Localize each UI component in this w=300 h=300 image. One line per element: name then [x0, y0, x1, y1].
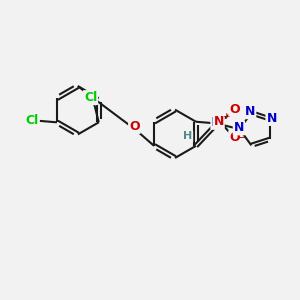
Text: Cl: Cl: [84, 91, 97, 104]
Text: O: O: [229, 131, 240, 144]
Text: O: O: [129, 120, 140, 133]
Text: N: N: [212, 116, 222, 129]
Text: O: O: [229, 103, 240, 116]
Text: Cl: Cl: [26, 114, 39, 127]
Text: +: +: [222, 112, 230, 121]
Text: N: N: [245, 105, 255, 118]
Text: N: N: [234, 122, 244, 134]
Text: −: −: [237, 133, 246, 142]
Text: N: N: [266, 112, 277, 125]
Text: H: H: [183, 131, 192, 142]
Text: N: N: [213, 115, 224, 128]
